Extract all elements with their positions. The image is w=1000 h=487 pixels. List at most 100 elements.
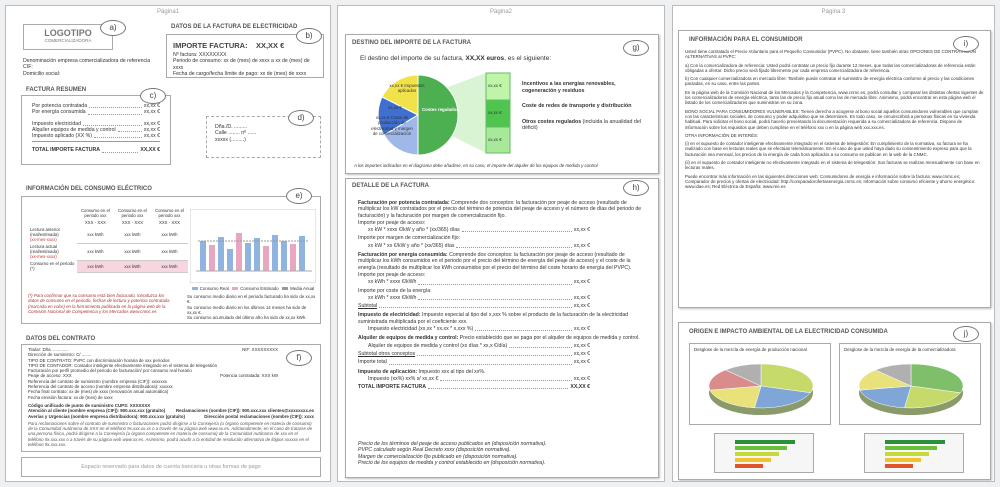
detail-term: Facturación por potencia contratada: — [358, 200, 450, 206]
info-row: Atención al cliente (nombre empresa (CIF… — [28, 408, 314, 413]
text-list: Su consumo medio diario en el periodo fa… — [187, 294, 317, 320]
invoice-box: IMPORTE FACTURA: XX,XX € Nº factura: XXX… — [166, 34, 324, 78]
text-list: Denominación empresa comercializadora de… — [23, 58, 163, 77]
row-label: Impuesto aplicado (XX %) — [32, 133, 92, 140]
legend-swatch — [232, 287, 239, 290]
decor-bar — [299, 236, 305, 271]
legend: Consumo Real Consumo Estimado Media Anual — [190, 286, 316, 291]
pie-label: xx,xx € Impuestos aplicados — [389, 83, 425, 94]
info-text: Dirección postal reclamaciones (nombre (… — [204, 413, 314, 419]
info-row: Dirección de suministro: C/ ........ — [28, 352, 278, 357]
summary-box: Por potencia contratada xx,xx € Por energí… — [21, 95, 171, 165]
row-label: Consumo en el periodo (*) — [28, 260, 77, 272]
leader — [93, 137, 142, 139]
destination-intro: El destino del importe de su factura, XX… — [360, 55, 551, 62]
info-row: Fecha emisión factura: xx de (mes) de xx… — [28, 395, 278, 400]
row-label: xx kWh * xxxx €/kWh — [368, 279, 417, 286]
section-title: INFORMACIÓN DEL CONSUMO ELÉCTRICO — [26, 186, 152, 192]
marker: i) — [953, 36, 979, 52]
pie-label: Costes regulados — [422, 107, 459, 112]
leader — [388, 363, 572, 365]
row-value: xx,xx € — [573, 326, 590, 333]
marker: g) — [623, 40, 649, 56]
leader — [428, 388, 569, 390]
paragraph: OTRA INFORMACIÓN DE INTERÉS: — [685, 132, 759, 138]
column-range: XXX - XXX — [84, 220, 106, 225]
row-label: xx kW * xx €/kW y año * (xx/365) días — [368, 242, 455, 249]
column-header: Consumo en el periodo xxx — [80, 208, 110, 218]
row-value: XX,XX € — [570, 384, 590, 391]
pie-slice — [417, 74, 459, 156]
cell-value: xxx kWh — [76, 260, 114, 273]
text-list: TOTAL IMPORTE FACTURA XX,XX € — [32, 147, 160, 153]
cell-value: xxx kWh — [150, 226, 188, 244]
info-text: TIPO DE CONTADOR: Contador inteligente e… — [28, 362, 218, 368]
page-2: Página2 DESTINO DEL IMPORTE DE LA FACTUR… — [337, 5, 665, 482]
leader — [102, 151, 139, 153]
marker: j) — [953, 326, 979, 342]
cell-value: xxx kWh — [76, 226, 114, 244]
leader — [418, 283, 572, 285]
amount-row: Por potencia contratada xx,xx € — [32, 103, 160, 109]
detail-paragraph: Facturación por potencia contratada: Com… — [358, 200, 648, 219]
detail-text: Impuesto especial al tipo del x,xxx % so… — [358, 312, 629, 325]
leader — [440, 380, 572, 382]
cell-value: xxx kWh — [150, 260, 188, 273]
decor-bar — [263, 246, 269, 271]
legend-item: Media Anual — [282, 286, 314, 291]
info-text: Dirección de suministro: C/ ........ — [28, 352, 92, 358]
detail-line: Importe por peaje de acceso: — [358, 219, 426, 226]
pie-slice — [709, 385, 762, 409]
page-1: Página1 LOGOTIPO COMERCIALIZADORA a) DAT… — [5, 5, 331, 482]
decor-bar — [281, 241, 287, 271]
detail-line: Importe por margen de comercialización f… — [358, 235, 461, 242]
decor-bar — [236, 233, 242, 271]
row-label: xx kWh * xxxx €/kWh — [368, 294, 417, 301]
decor-bar — [272, 235, 278, 271]
chart-frame — [190, 209, 316, 283]
amount-label: IMPORTE FACTURA: — [173, 41, 248, 50]
text-list: Usted tiene contratado el Precio Volunta… — [685, 49, 985, 193]
info-row: Averías y Urgencias (nombre empresa dist… — [28, 414, 314, 419]
detail-term: Impuesto de aplicación: — [358, 368, 418, 375]
pie-label: xx,xx € Coste de producción de electrici… — [371, 115, 413, 136]
amount-row: Alquiler equipos de medida y control xx,x… — [32, 127, 160, 133]
paragraph: b) Con cualquier comercializadora en mer… — [685, 76, 975, 87]
amount: XX,XX € — [255, 41, 285, 50]
text-line: Su consumo acumulado del último año ha s… — [187, 315, 307, 321]
row-value: xx,xx € — [573, 350, 590, 357]
decor-bar — [290, 244, 296, 271]
text-list: Precio de los términos del peaje de acce… — [358, 441, 638, 466]
paragraph: BONO SOCIAL PARA CONSUMIDORES VULNERABLE… — [685, 108, 979, 130]
detail-text: Precio establecido que se paga por el al… — [458, 335, 640, 342]
impact-panel — [714, 433, 814, 473]
intro-text: El destino del importe de su factura, — [360, 55, 466, 62]
detail-paragraph: Impuesto de aplicación: Impuesto xxx al … — [358, 369, 648, 375]
row-label: Subtotal — [358, 303, 378, 310]
leader — [83, 124, 142, 126]
detail-line: Importe por coste de la energía: — [358, 287, 432, 294]
section-title: INFORMACIÓN PARA EL CONSUMIDOR — [689, 37, 803, 43]
cell-value: xxx kWh — [113, 260, 151, 273]
row-label: Alquiler de equipos de medida y control … — [368, 342, 508, 349]
consumption-note: (*) Para confirmar que su consumo está b… — [28, 293, 170, 314]
row-value: xx,xx € — [573, 375, 590, 382]
section-title: DETALLE DE LA FACTURA — [352, 183, 429, 189]
pie-label: xx,xx € — [388, 105, 402, 110]
funnel — [448, 73, 486, 153]
text-line: CIF: — [23, 64, 33, 71]
logo-subtitle: COMERCIALIZADORA — [44, 38, 92, 43]
marker: f) — [286, 350, 312, 366]
cell-value: xxx kWh — [113, 226, 151, 244]
leader — [379, 307, 572, 309]
decor-bar — [245, 243, 251, 271]
table-row: Consumo en el periodo (*) xxx kWh xxx kWh x… — [28, 260, 188, 273]
row-value: xx,xx € — [573, 227, 590, 234]
table-row: XXX - XXX XXX - XXX XXX - XXX — [28, 219, 188, 226]
amount-row: Subtotal xx,xx € — [358, 303, 590, 309]
legend-swatch — [191, 287, 198, 290]
destination-note: A los importes indicados en el diagrama … — [354, 163, 598, 168]
info-text: Reclamaciones (nombre (CIF)): 900.xxx.xx… — [175, 408, 314, 414]
section-title: FACTURA RESUMEN — [26, 87, 87, 93]
